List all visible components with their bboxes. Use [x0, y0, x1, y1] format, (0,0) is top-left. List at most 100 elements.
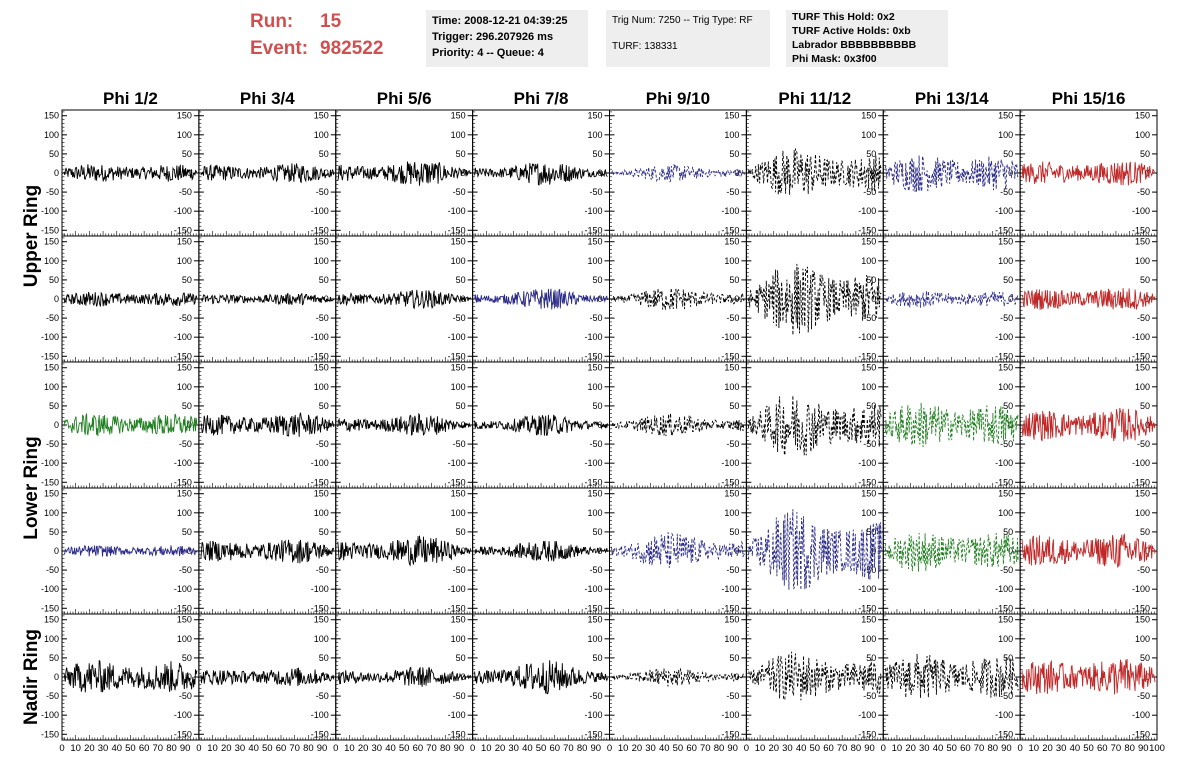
y-tick-label-right: 50	[1140, 401, 1150, 411]
y-tick-label-right: 150	[587, 615, 602, 625]
y-tick-label-right: 50	[182, 275, 192, 285]
y-tick-label-right: 0	[1008, 546, 1013, 556]
y-tick-label-right: -50	[1000, 313, 1013, 323]
waveform-trace	[474, 540, 608, 562]
y-tick-label-right: -150	[721, 729, 739, 739]
y-tick-label-right: 150	[1135, 111, 1150, 121]
x-tick-label: 30	[508, 743, 519, 754]
y-tick-label-right: -150	[584, 225, 602, 235]
x-tick-label: 40	[522, 743, 533, 754]
x-tick-label: 50	[810, 743, 821, 754]
labrador-text: Labrador BBBBBBBBBB	[792, 39, 917, 51]
x-tick-label: 10	[207, 743, 218, 754]
y-tick-label-right: -100	[311, 206, 329, 216]
waveform-trace	[884, 402, 1019, 448]
y-tick-label-right: 100	[998, 382, 1013, 392]
y-tick-label-right: -100	[448, 332, 466, 342]
x-tick-label: 40	[1070, 743, 1081, 754]
y-tick-label-right: 50	[729, 401, 739, 411]
y-tick-label-right: 100	[451, 508, 466, 518]
y-tick-label-right: -50	[589, 691, 602, 701]
y-tick-label-right: -100	[311, 332, 329, 342]
x-tick-label: 90	[317, 743, 328, 754]
y-tick-label-right: -50	[316, 565, 329, 575]
y-tick-label-left: -50	[46, 313, 59, 323]
y-tick-label-left: 50	[49, 149, 59, 159]
y-tick-label-right: -50	[453, 439, 466, 449]
x-tick-label: 10	[70, 743, 81, 754]
y-tick-label-right: -100	[858, 584, 876, 594]
waveform-trace	[747, 148, 882, 195]
x-tick-label: 30	[235, 743, 246, 754]
y-tick-label-right: -100	[721, 206, 739, 216]
x-tick-label: 50	[399, 743, 410, 754]
run-label: Run:	[250, 11, 294, 32]
waveform-trace	[611, 667, 745, 687]
y-tick-label-right: -150	[858, 729, 876, 739]
y-tick-label-right: -150	[584, 603, 602, 613]
row-group-label: Upper Ring	[21, 185, 42, 287]
x-tick-label: 60	[549, 743, 560, 754]
y-tick-label-right: 100	[177, 634, 192, 644]
y-tick-label-right: 150	[724, 237, 739, 247]
y-tick-label-right: -50	[726, 313, 739, 323]
x-tick-label: 0	[881, 743, 886, 754]
y-tick-label-right: 0	[324, 168, 329, 178]
y-tick-label-right: -100	[721, 710, 739, 720]
y-tick-label-right: 0	[1008, 420, 1013, 430]
y-tick-label-right: -150	[858, 351, 876, 361]
y-tick-label-right: -100	[448, 458, 466, 468]
y-tick-label-right: 50	[592, 527, 602, 537]
y-tick-label-left: -100	[41, 710, 59, 720]
y-tick-label-right: 100	[724, 382, 739, 392]
waveform-trace	[747, 509, 882, 591]
y-tick-label-right: 50	[1003, 275, 1013, 285]
y-tick-label-right: 100	[451, 382, 466, 392]
y-tick-label-right: -150	[858, 603, 876, 613]
y-tick-label-right: -50	[589, 439, 602, 449]
y-tick-label-right: -100	[174, 584, 192, 594]
y-tick-label-right: 150	[724, 615, 739, 625]
y-tick-label-right: 50	[319, 275, 329, 285]
y-tick-label-right: -100	[995, 710, 1013, 720]
y-tick-label-left: -150	[41, 351, 59, 361]
y-tick-label-right: 150	[861, 615, 876, 625]
x-tick-label: 40	[385, 743, 396, 754]
column-title: Phi 13/14	[915, 89, 989, 108]
x-tick-label: 80	[851, 743, 862, 754]
y-tick-label-right: 50	[866, 275, 876, 285]
y-tick-label-right: 150	[587, 489, 602, 499]
y-tick-label-right: 100	[451, 634, 466, 644]
waveform-trace	[200, 539, 335, 564]
x-tick-label: 60	[960, 743, 971, 754]
column-title: Phi 3/4	[240, 89, 295, 108]
x-tick-label: 0	[333, 743, 338, 754]
y-tick-label-right: -100	[721, 332, 739, 342]
y-tick-label-right: 0	[597, 420, 602, 430]
y-tick-label-right: 150	[587, 111, 602, 121]
y-tick-label-right: -150	[448, 729, 466, 739]
y-tick-label-right: 50	[729, 527, 739, 537]
x-tick-label: 60	[686, 743, 697, 754]
y-tick-label-right: 100	[314, 508, 329, 518]
x-tick-label: 10	[1029, 743, 1040, 754]
x-tick-label: 30	[645, 743, 656, 754]
y-tick-label-right: 100	[724, 508, 739, 518]
y-tick-label-right: 150	[861, 237, 876, 247]
y-tick-label-right: 100	[314, 130, 329, 140]
x-tick-label: 80	[166, 743, 177, 754]
column-title: Phi 5/6	[377, 89, 432, 108]
x-tick-label: 80	[714, 743, 725, 754]
y-tick-label-right: 150	[998, 615, 1013, 625]
waveform-trace	[64, 545, 198, 557]
y-tick-label-right: -50	[179, 439, 192, 449]
y-tick-label-right: -50	[1137, 187, 1150, 197]
waveform-trace	[1021, 533, 1156, 569]
y-tick-label-right: 50	[866, 149, 876, 159]
y-tick-label-left: 100	[44, 382, 59, 392]
y-tick-label-right: 50	[592, 149, 602, 159]
waveform-trace	[63, 291, 198, 307]
y-tick-label-right: 50	[1140, 653, 1150, 663]
y-tick-label-right: 150	[314, 237, 329, 247]
